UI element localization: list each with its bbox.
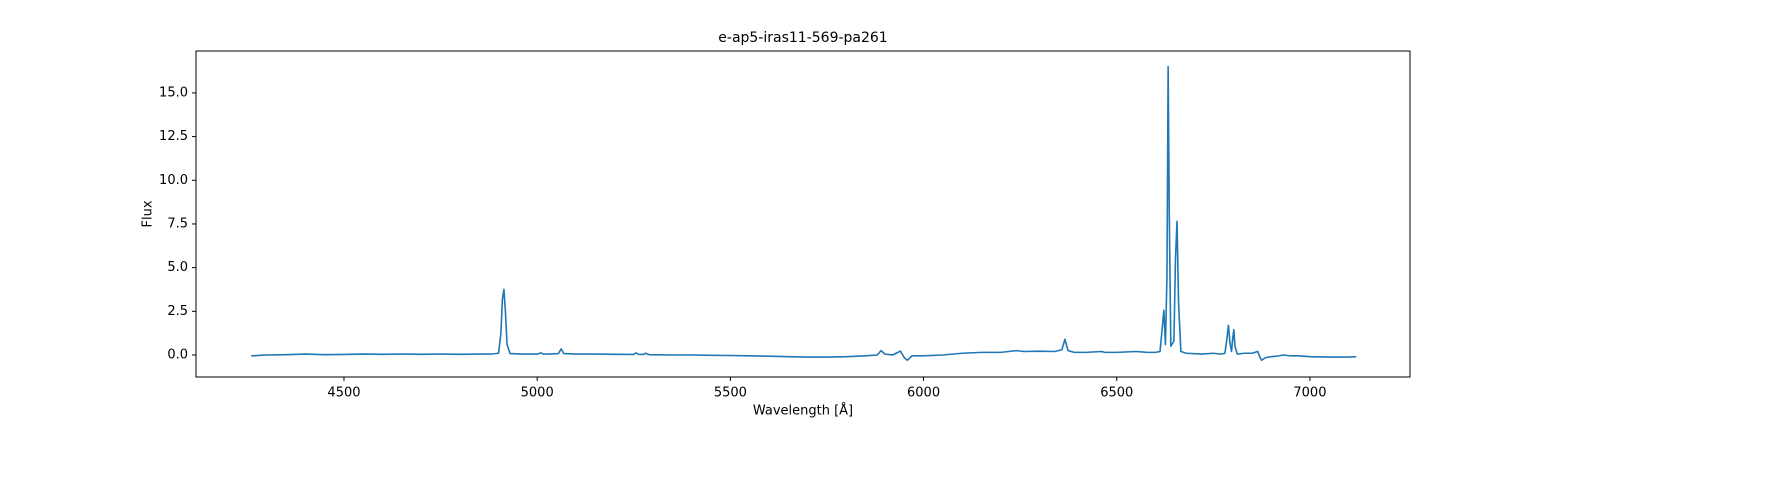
y-tick-label: 2.5	[167, 304, 188, 319]
y-tick-label: 0.0	[167, 347, 188, 362]
x-tick-label: 6000	[907, 386, 940, 401]
x-axis-label: Wavelength [Å]	[753, 403, 853, 419]
x-tick-label: 5500	[714, 386, 747, 401]
y-axis-label: Flux	[141, 200, 156, 227]
y-tick-label: 7.5	[167, 216, 188, 231]
plot-frame	[195, 50, 1411, 378]
y-tick-label: 5.0	[167, 260, 188, 275]
x-tick-label: 5000	[521, 386, 554, 401]
x-tick-label: 4500	[327, 386, 360, 401]
x-tick-label: 6500	[1100, 386, 1133, 401]
y-tick-label: 10.0	[159, 173, 188, 188]
y-tick-label: 15.0	[159, 85, 188, 100]
x-tick-label: 7000	[1293, 386, 1326, 401]
chart-title: e-ap5-iras11-569-pa261	[718, 30, 887, 46]
spectrum-line	[251, 65, 1357, 362]
y-tick-label: 12.5	[159, 129, 188, 144]
